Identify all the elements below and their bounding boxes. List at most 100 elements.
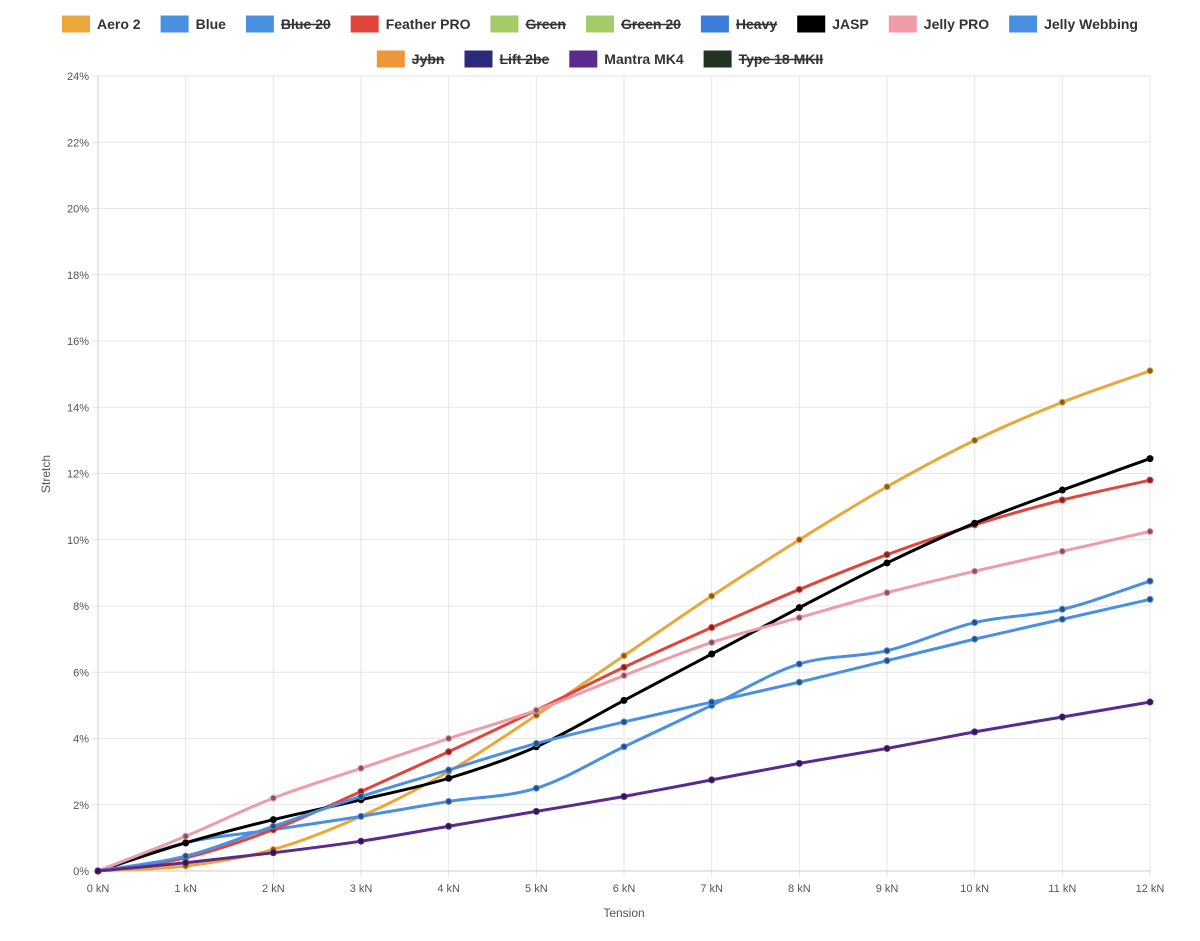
legend-item-lift-2be[interactable]: Lift 2be [464, 50, 550, 68]
data-point-jelly-pro[interactable] [182, 832, 190, 840]
data-point-feather-pro[interactable] [1146, 476, 1154, 484]
data-point-mantra-mk4[interactable] [708, 776, 716, 784]
legend-item-feather-pro[interactable]: Feather PRO [350, 15, 471, 33]
data-point-mantra-mk4[interactable] [795, 759, 803, 767]
legend-swatch[interactable] [1009, 15, 1038, 33]
data-point-feather-pro[interactable] [708, 624, 716, 632]
data-point-jasp[interactable] [708, 650, 716, 658]
data-point-jelly-pro[interactable] [269, 794, 277, 802]
data-point-jasp[interactable] [1058, 486, 1066, 494]
data-point-blue[interactable] [532, 784, 540, 792]
legend-item-jelly-pro[interactable]: Jelly PRO [888, 15, 989, 33]
data-point-jelly-webbing[interactable] [620, 718, 628, 726]
data-point-mantra-mk4[interactable] [620, 792, 628, 800]
data-point-jelly-webbing[interactable] [883, 657, 891, 665]
data-point-feather-pro[interactable] [620, 663, 628, 671]
legend-item-jybn[interactable]: Jybn [376, 50, 445, 68]
data-point-blue[interactable] [971, 619, 979, 627]
data-point-jelly-webbing[interactable] [182, 852, 190, 860]
data-point-jelly-webbing[interactable] [357, 792, 365, 800]
legend-swatch[interactable] [700, 15, 729, 33]
legend-item-green-20[interactable]: Green 20 [586, 15, 681, 33]
data-point-blue[interactable] [795, 660, 803, 668]
data-point-mantra-mk4[interactable] [445, 822, 453, 830]
data-point-aero-2[interactable] [708, 592, 716, 600]
data-point-aero-2[interactable] [883, 483, 891, 491]
data-point-mantra-mk4[interactable] [269, 849, 277, 857]
legend-item-jelly-webbing[interactable]: Jelly Webbing [1009, 15, 1138, 33]
data-point-aero-2[interactable] [1058, 398, 1066, 406]
data-point-aero-2[interactable] [795, 536, 803, 544]
legend-item-heavy[interactable]: Heavy [700, 15, 777, 33]
data-point-feather-pro[interactable] [883, 551, 891, 559]
data-point-jasp[interactable] [795, 604, 803, 612]
data-point-mantra-mk4[interactable] [94, 867, 102, 875]
legend-label[interactable]: Jelly PRO [924, 16, 989, 32]
data-point-blue[interactable] [1058, 605, 1066, 613]
data-point-blue[interactable] [883, 647, 891, 655]
legend-label[interactable]: Aero 2 [97, 16, 141, 32]
legend-item-type-18-mkii[interactable]: Type 18 MKII [703, 50, 824, 68]
legend-item-green[interactable]: Green [490, 15, 567, 33]
data-point-jasp[interactable] [971, 519, 979, 527]
data-point-feather-pro[interactable] [445, 748, 453, 756]
legend-label[interactable]: Mantra MK4 [604, 51, 684, 67]
data-point-jelly-pro[interactable] [1146, 527, 1154, 535]
data-point-jelly-pro[interactable] [795, 614, 803, 622]
data-point-aero-2[interactable] [971, 436, 979, 444]
data-point-mantra-mk4[interactable] [357, 837, 365, 845]
data-point-jelly-webbing[interactable] [1146, 595, 1154, 603]
data-point-jasp[interactable] [620, 696, 628, 704]
data-point-blue[interactable] [620, 743, 628, 751]
legend-swatch[interactable] [703, 50, 732, 68]
data-point-blue[interactable] [1146, 577, 1154, 585]
legend-swatch[interactable] [160, 15, 189, 33]
legend-label[interactable]: Blue [196, 16, 227, 32]
data-point-jasp[interactable] [1146, 455, 1154, 463]
data-point-aero-2[interactable] [1146, 367, 1154, 375]
data-point-feather-pro[interactable] [795, 585, 803, 593]
data-point-jelly-webbing[interactable] [445, 766, 453, 774]
data-point-mantra-mk4[interactable] [1058, 713, 1066, 721]
data-point-aero-2[interactable] [620, 652, 628, 660]
legend-label[interactable]: Jelly Webbing [1044, 16, 1138, 32]
legend-swatch[interactable] [490, 15, 519, 33]
legend-swatch[interactable] [376, 50, 405, 68]
data-point-jelly-pro[interactable] [532, 706, 540, 714]
legend-swatch[interactable] [888, 15, 917, 33]
data-point-jelly-webbing[interactable] [795, 678, 803, 686]
data-point-feather-pro[interactable] [1058, 496, 1066, 504]
data-point-mantra-mk4[interactable] [182, 859, 190, 867]
legend-swatch[interactable] [797, 15, 826, 33]
legend-item-blue[interactable]: Blue [160, 15, 227, 33]
legend-swatch[interactable] [62, 15, 90, 33]
legend-label[interactable]: JASP [832, 16, 869, 32]
legend-label[interactable]: Feather PRO [386, 16, 471, 32]
data-point-jasp[interactable] [269, 816, 277, 824]
data-point-jelly-pro[interactable] [883, 589, 891, 597]
data-point-mantra-mk4[interactable] [532, 807, 540, 815]
data-point-jelly-pro[interactable] [445, 735, 453, 742]
data-point-mantra-mk4[interactable] [971, 728, 979, 736]
data-point-jelly-pro[interactable] [708, 638, 716, 646]
data-point-mantra-mk4[interactable] [1146, 698, 1154, 706]
data-point-jelly-webbing[interactable] [971, 635, 979, 643]
data-point-jelly-pro[interactable] [620, 672, 628, 680]
data-point-jelly-pro[interactable] [357, 764, 365, 772]
legend-swatch[interactable] [245, 15, 274, 33]
data-point-blue[interactable] [445, 797, 453, 805]
data-point-jasp[interactable] [445, 774, 453, 782]
legend-swatch[interactable] [464, 50, 493, 68]
data-point-jelly-pro[interactable] [971, 567, 979, 575]
data-point-mantra-mk4[interactable] [883, 744, 891, 752]
data-point-jasp[interactable] [883, 559, 891, 567]
legend-item-blue-20[interactable]: Blue 20 [245, 15, 331, 33]
legend-item-aero-2[interactable]: Aero 2 [62, 15, 141, 33]
data-point-blue[interactable] [357, 812, 365, 820]
legend-item-jasp[interactable]: JASP [797, 15, 869, 33]
legend-item-mantra-mk4[interactable]: Mantra MK4 [569, 50, 684, 68]
legend-swatch[interactable] [569, 50, 598, 68]
data-point-jelly-pro[interactable] [1058, 547, 1066, 555]
data-point-jelly-webbing[interactable] [269, 822, 277, 830]
legend-swatch[interactable] [350, 15, 379, 33]
